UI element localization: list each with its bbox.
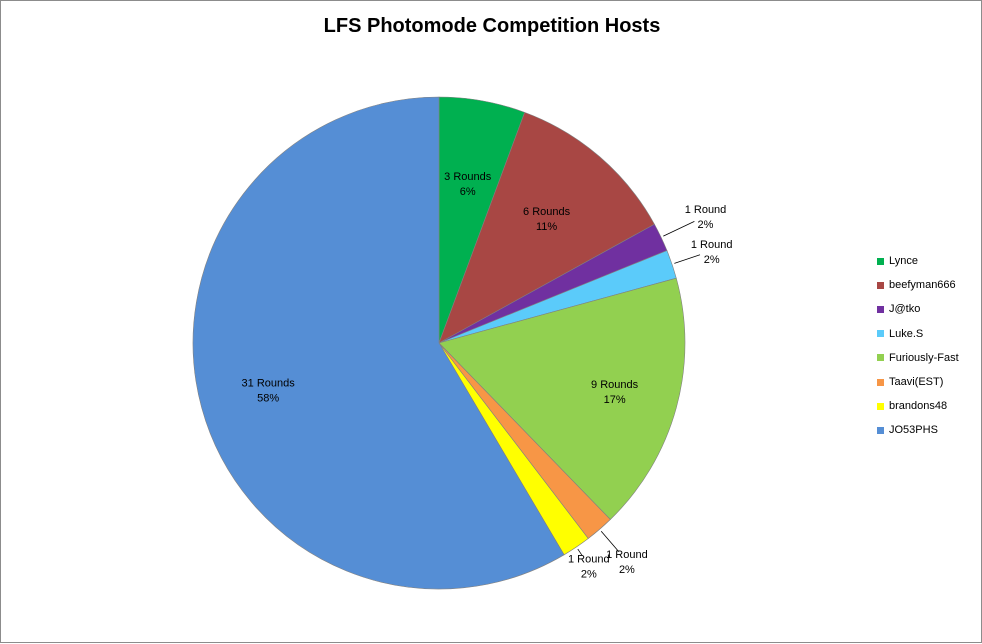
data-label-percent-furiously-fast: 17% <box>604 394 626 406</box>
data-label-rounds-brandons48: 1 Round <box>568 553 610 565</box>
legend-item-taavi-est: Taavi(EST) <box>877 370 959 394</box>
legend-swatch <box>877 354 884 362</box>
leader-lines <box>577 220 701 556</box>
data-label-percent-lynce: 6% <box>460 186 476 198</box>
data-label-rounds-jo53phs: 31 Rounds <box>242 378 296 390</box>
data-label-percent-beefyman666: 11% <box>536 221 557 233</box>
data-label-percent-luke-s: 2% <box>704 254 720 266</box>
pie-slices <box>192 96 686 590</box>
data-label-rounds-beefyman666: 6 Rounds <box>523 206 571 218</box>
legend-label: brandons48 <box>889 400 948 413</box>
legend-label: Lynce <box>889 255 918 268</box>
leader-line-taavi-est <box>600 530 620 552</box>
data-label-rounds-taavi-est: 1 Round <box>606 549 648 561</box>
data-label-rounds-j-tko: 1 Round <box>685 204 727 216</box>
data-label-percent-taavi-est: 2% <box>619 564 635 576</box>
legend-label: Luke.S <box>889 327 924 340</box>
data-labels: 3 Rounds 6% 6 Rounds 11% 1 Round 2% 1 Round 2% 9… <box>242 171 733 580</box>
pie-slice-beefyman666 <box>438 112 655 344</box>
pie-slice-furiously-fast <box>438 277 686 520</box>
legend-swatch <box>877 257 884 265</box>
legend-swatch <box>877 426 884 434</box>
legend-swatch <box>877 330 884 338</box>
legend-swatch <box>877 281 884 289</box>
legend-item-jo53phs: JO53PHS <box>877 418 959 442</box>
pie-slice-jo53phs <box>192 96 565 590</box>
legend-swatch <box>877 305 884 313</box>
data-label-rounds-furiously-fast: 9 Rounds <box>591 379 639 391</box>
data-label-percent-brandons48: 2% <box>581 568 597 580</box>
leader-line-brandons48 <box>577 548 583 556</box>
legend-item-furiously-fast: Furiously-Fast <box>877 346 959 370</box>
data-label-percent-jo53phs: 58% <box>257 393 279 405</box>
leader-line-luke-s <box>674 254 701 264</box>
legend-item-j-tko: J@tko <box>877 297 959 321</box>
data-label-percent-j-tko: 2% <box>698 219 714 231</box>
legend-item-luke-s: Luke.S <box>877 322 959 346</box>
legend-label: beefyman666 <box>889 279 956 292</box>
legend-label: Furiously-Fast <box>889 351 959 364</box>
legend-swatch <box>877 402 884 410</box>
legend-label: J@tko <box>889 303 921 316</box>
legend-item-brandons48: brandons48 <box>877 394 959 418</box>
legend-item-lynce: Lynce <box>877 249 959 273</box>
chart-title: LFS Photomode Competition Hosts <box>323 15 661 37</box>
leader-line-j-tko <box>663 220 695 237</box>
legend-label: JO53PHS <box>889 424 938 437</box>
data-label-rounds-lynce: 3 Rounds <box>444 171 492 183</box>
legend-label: Taavi(EST) <box>889 376 944 389</box>
legend: Lynce beefyman666 J@tko Luke.S Furiously-Fas… <box>877 249 959 443</box>
legend-swatch <box>877 378 884 386</box>
legend-item-beefyman666: beefyman666 <box>877 273 959 297</box>
data-label-rounds-luke-s: 1 Round <box>691 239 733 251</box>
